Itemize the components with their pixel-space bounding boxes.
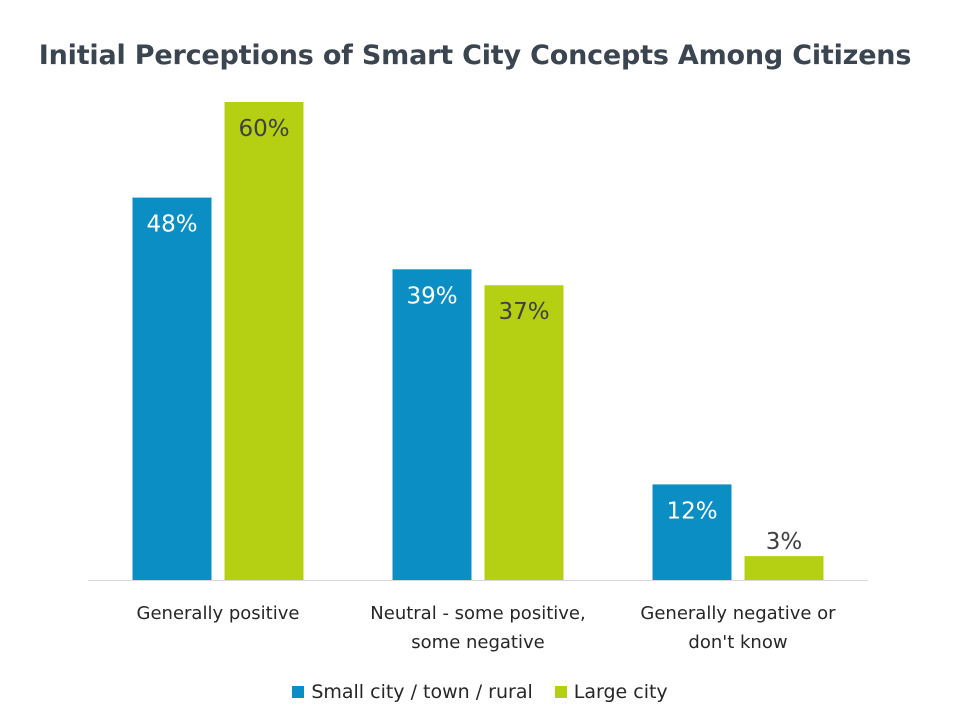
legend-item-large-city: Large city [554,681,668,703]
bar-small-city-1 [392,269,472,580]
data-label-small-city-2: 12% [666,498,717,524]
bar-small-city-2 [652,484,732,580]
data-label-large-city-2: 3% [766,529,803,555]
bar-small-city-0 [132,197,212,580]
legend-label-small-city: Small city / town / rural [311,681,533,703]
legend: Small city / town / rural Large city [0,681,960,703]
chart-title: Initial Perceptions of Smart City Concep… [38,40,912,71]
legend-swatch-small-city [292,686,305,698]
category-label-1: Neutral - some positive, some negative [370,603,585,653]
legend-label-large-city: Large city [573,681,668,703]
data-label-small-city-1: 39% [406,283,457,309]
legend-item-small-city: Small city / town / rural [292,681,533,703]
legend-swatch-large-city [554,686,567,698]
category-label-2: Generally negative or don't know [640,603,836,653]
bar-large-city-0 [224,102,304,580]
data-label-large-city-1: 37% [498,299,549,325]
bar-large-city-1 [484,285,564,580]
category-label-0: Generally positive [137,603,300,624]
bar-large-city-2 [744,556,824,580]
data-label-large-city-0: 60% [238,116,289,142]
data-label-small-city-0: 48% [146,212,197,238]
